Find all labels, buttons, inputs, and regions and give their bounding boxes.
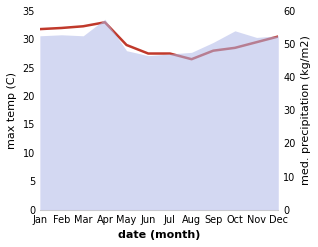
Y-axis label: med. precipitation (kg/m2): med. precipitation (kg/m2) xyxy=(301,35,311,185)
X-axis label: date (month): date (month) xyxy=(118,230,200,240)
Y-axis label: max temp (C): max temp (C) xyxy=(7,72,17,149)
